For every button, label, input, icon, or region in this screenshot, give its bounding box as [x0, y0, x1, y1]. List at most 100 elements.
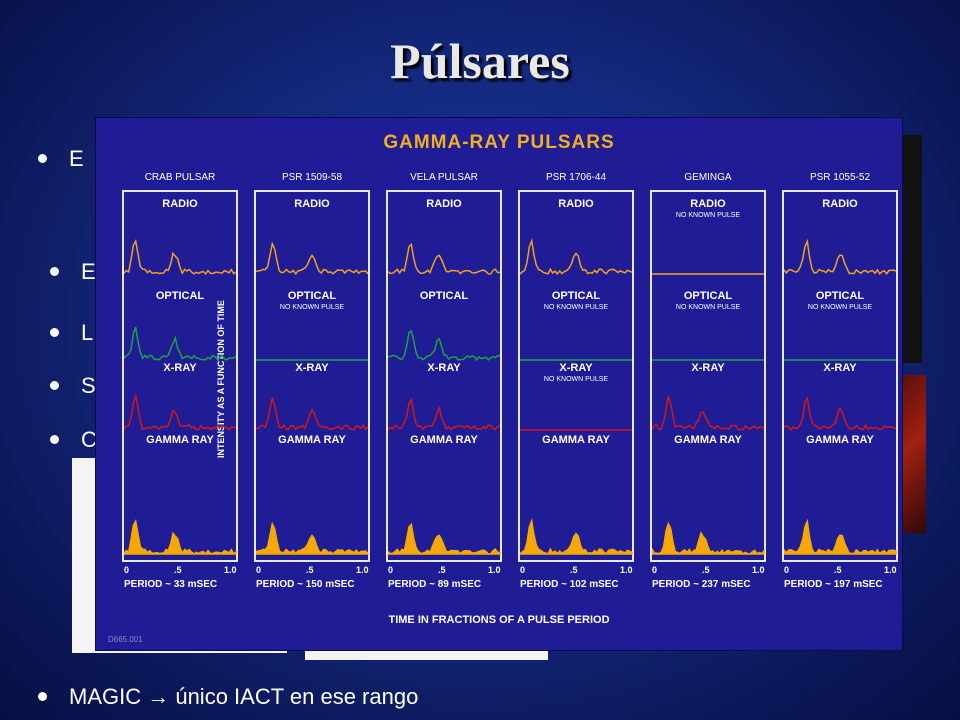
band-label-optical: OPTICAL	[419, 290, 469, 302]
no-known-pulse-label: NO KNOWN PULSE	[675, 212, 741, 219]
period-tick: 0	[784, 565, 790, 575]
period-tick: 0	[256, 565, 262, 575]
lightcurve-xray	[388, 397, 501, 431]
pulsar-name-6: PSR 1055-52	[809, 172, 871, 183]
period-tick: 1.0	[884, 565, 897, 575]
bullet-text: S	[81, 373, 96, 398]
pulsar-name-4: PSR 1706-44	[545, 172, 607, 183]
bullet-text: C	[81, 427, 97, 452]
no-known-pulse-label: NO KNOWN PULSE	[807, 304, 873, 311]
pulsar-period-2: PERIOD ~ 150 mSEC	[256, 579, 355, 590]
lightcurve-xray	[784, 396, 897, 432]
bullet-text: E	[81, 259, 96, 284]
bullet-dot	[50, 266, 59, 276]
band-label-radio: RADIO	[294, 198, 330, 210]
band-label-optical: OPTICAL	[155, 290, 205, 302]
lightcurve-gamma	[784, 518, 897, 555]
lightcurve-optical	[124, 326, 237, 361]
pulsar-lightcurves	[256, 241, 369, 556]
period-tick: 1.0	[620, 565, 633, 575]
period-tick: 0	[388, 565, 394, 575]
bullet-4: S	[50, 373, 96, 399]
period-tick: .5	[438, 565, 446, 575]
period-tick: 0	[652, 565, 658, 575]
no-known-pulse-label: NO KNOWN PULSE	[543, 304, 609, 311]
band-label-optical: OPTICAL	[815, 290, 865, 302]
pulsar-period-3: PERIOD ~ 89 mSEC	[388, 579, 482, 590]
band-label-optical: OPTICAL	[551, 290, 601, 302]
bullet-dot	[50, 434, 59, 444]
bullet-dot	[50, 327, 59, 337]
bullet-1: E	[38, 146, 84, 172]
bullet-text: L	[81, 320, 94, 345]
period-tick: 1.0	[224, 565, 237, 575]
bullet-3: L	[50, 320, 93, 346]
band-label-xray: X-RAY	[691, 362, 725, 374]
pulsar-lightcurves	[520, 237, 633, 555]
bullet-dot	[38, 691, 47, 701]
band-label-xray: X-RAY	[823, 362, 857, 374]
pulsar-lightcurve-box	[782, 190, 898, 562]
period-tick: 0	[124, 565, 130, 575]
band-label-radio: RADIO	[822, 198, 858, 210]
period-tick: 1.0	[356, 565, 369, 575]
pulsar-period-1: PERIOD ~ 33 mSEC	[124, 579, 218, 590]
bullet-text: MAGIC → único IACT en ese rango	[69, 684, 419, 709]
pulsar-period-5: PERIOD ~ 237 mSEC	[652, 579, 751, 590]
lightcurve-radio	[124, 238, 237, 276]
band-label-radio: RADIO	[558, 198, 594, 210]
band-label-optical: OPTICAL	[287, 290, 337, 302]
band-label-xray: X-RAY	[559, 362, 593, 374]
band-label-gamma: GAMMA RAY	[146, 434, 214, 446]
pulsar-lightcurves	[124, 238, 237, 556]
lightcurve-xray	[652, 395, 765, 431]
band-label-radio: RADIO	[162, 198, 198, 210]
band-label-xray: X-RAY	[163, 362, 197, 374]
lightcurve-radio	[784, 238, 897, 275]
bullet-6: MAGIC → único IACT en ese rango	[38, 684, 418, 710]
period-tick: .5	[174, 565, 182, 575]
slide-title: Púlsares	[390, 33, 570, 89]
lightcurve-radio	[256, 241, 369, 276]
lightcurve-optical	[388, 329, 501, 362]
lightcurve-gamma	[124, 518, 237, 556]
pulsar-lightcurve-box	[122, 190, 238, 562]
no-known-pulse-label: NO KNOWN PULSE	[279, 304, 345, 311]
bullet-dot	[50, 380, 59, 390]
x-axis-label: TIME IN FRACTIONS OF A PULSE PERIOD	[388, 614, 610, 626]
figure-id: D665.001	[108, 635, 143, 644]
pulsar-name-2: PSR 1509-58	[281, 172, 343, 183]
pulsar-period-4: PERIOD ~ 102 mSEC	[520, 579, 619, 590]
band-label-gamma: GAMMA RAY	[278, 434, 346, 446]
gamma-ray-pulsars-figure: GAMMA-RAY PULSARS INTENSITY AS A FUNCTIO…	[95, 117, 903, 651]
lightcurve-gamma	[652, 521, 765, 555]
lightcurve-xray	[256, 397, 369, 431]
band-label-gamma: GAMMA RAY	[806, 434, 874, 446]
lightcurve-xray	[124, 393, 237, 431]
pulsar-name-5: GEMINGA	[684, 172, 732, 183]
period-tick: .5	[702, 565, 710, 575]
band-label-radio: RADIO	[690, 198, 726, 210]
pulsar-name-1: CRAB PULSAR	[144, 172, 216, 183]
period-tick: .5	[834, 565, 842, 575]
pulsar-lightcurve-box	[650, 190, 766, 562]
lightcurve-gamma	[256, 521, 369, 556]
lightcurve-gamma	[520, 517, 633, 555]
figure-title: GAMMA-RAY PULSARS	[383, 132, 615, 153]
period-tick: .5	[306, 565, 314, 575]
no-known-pulse-label: NO KNOWN PULSE	[543, 376, 609, 383]
pulsar-lightcurve-box	[254, 190, 370, 562]
pulsar-period-6: PERIOD ~ 197 mSEC	[784, 579, 883, 590]
band-label-gamma: GAMMA RAY	[410, 434, 478, 446]
pulsar-lightcurves	[784, 238, 897, 555]
band-label-xray: X-RAY	[295, 362, 329, 374]
band-label-xray: X-RAY	[427, 362, 461, 374]
lightcurve-radio	[388, 242, 501, 275]
bullet-2: E	[50, 259, 96, 285]
period-tick: 0	[520, 565, 526, 575]
bullet-dot	[38, 153, 47, 163]
period-tick: 1.0	[752, 565, 765, 575]
bullet-text: E	[69, 146, 84, 171]
pulsar-lightcurves	[652, 273, 765, 555]
no-known-pulse-label: NO KNOWN PULSE	[675, 304, 741, 311]
